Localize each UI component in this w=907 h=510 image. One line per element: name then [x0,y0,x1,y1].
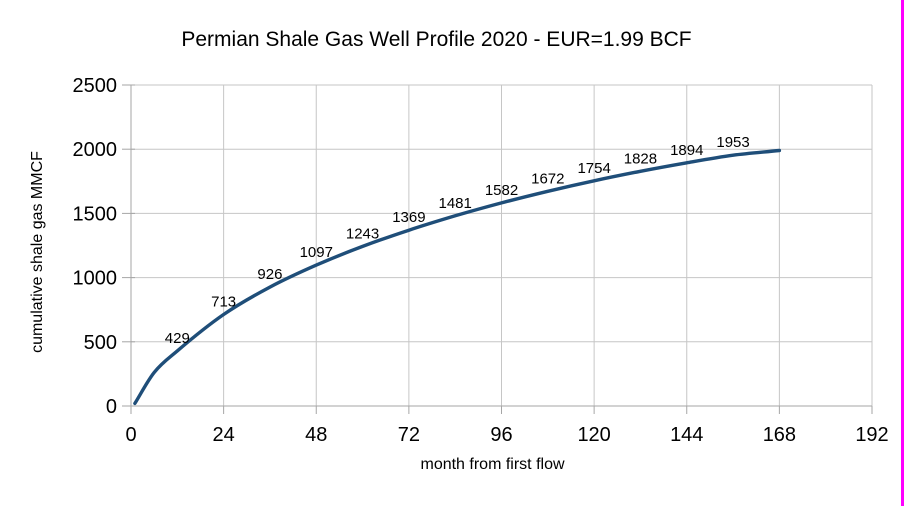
data-label: 1097 [300,244,333,261]
x-tick-label: 192 [855,424,888,446]
data-label: 1672 [531,170,564,187]
data-label: 1894 [670,142,703,159]
y-tick-label: 2500 [73,75,118,97]
data-label: 1754 [577,160,610,177]
x-tick-label: 144 [670,424,703,446]
y-tick-label: 1500 [73,203,118,225]
x-tick-label: 24 [213,424,235,446]
chart-title: Permian Shale Gas Well Profile 2020 - EU… [181,28,692,51]
x-tick-label: 72 [398,424,420,446]
x-tick-label: 0 [125,424,136,446]
data-label: 1828 [624,150,657,167]
x-tick-label: 48 [305,424,327,446]
data-label: 1582 [485,182,518,199]
x-tick-label: 96 [490,424,512,446]
y-tick-label: 1000 [73,268,118,290]
x-tick-label: 120 [577,424,610,446]
x-axis-title: month from first flow [420,456,565,473]
series-line [133,148,782,406]
data-label: 1369 [392,209,425,226]
data-label: 713 [211,293,236,310]
y-tick-label: 500 [84,332,117,354]
y-tick-label: 2000 [73,139,118,161]
data-label: 1243 [346,225,379,242]
x-tick-label: 168 [763,424,796,446]
window-right-border-line [901,0,904,506]
data-label: 1953 [716,134,749,151]
data-label: 429 [165,330,190,347]
data-label: 1481 [439,195,472,212]
y-tick-label: 0 [106,396,117,418]
data-label: 926 [257,266,282,283]
